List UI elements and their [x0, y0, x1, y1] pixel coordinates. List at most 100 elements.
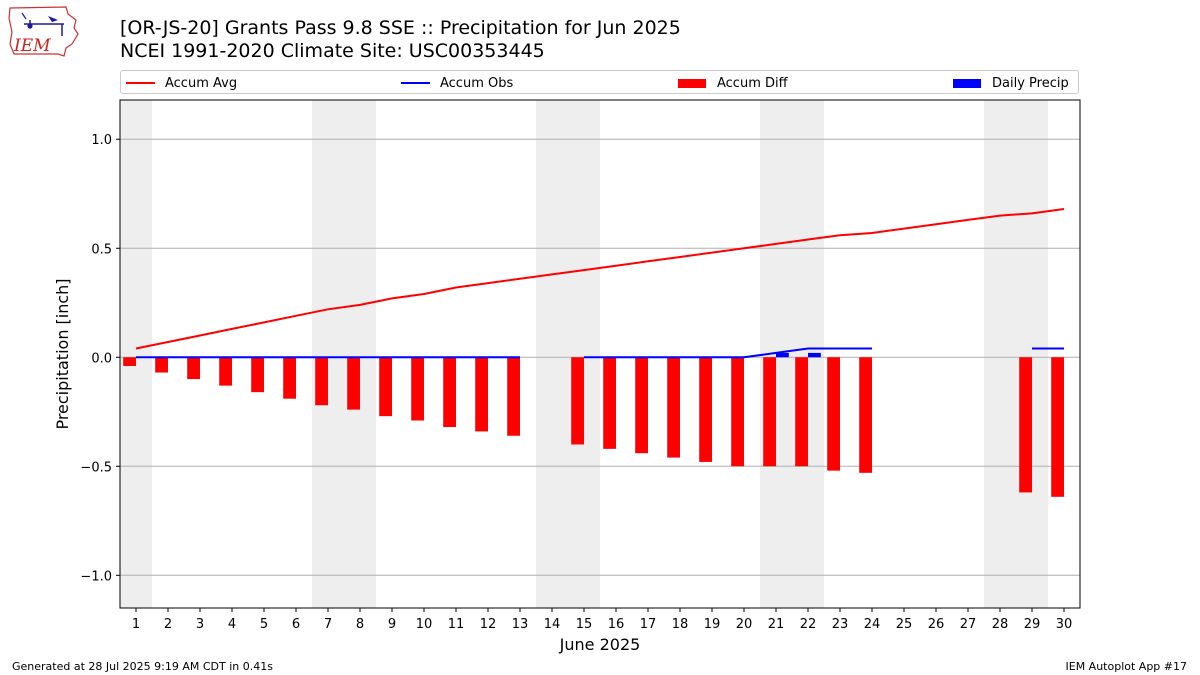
accum-diff-bar [827, 357, 840, 471]
x-tick-label: 5 [260, 617, 268, 632]
x-tick-label: 8 [356, 617, 364, 632]
accum-diff-bar [731, 357, 744, 467]
accum-diff-bar [283, 357, 296, 399]
x-tick-label: 11 [448, 617, 465, 632]
chart-subtitle: NCEI 1991-2020 Climate Site: USC00353445 [120, 40, 545, 62]
x-tick-label: 24 [864, 617, 881, 632]
chart-title: [OR-JS-20] Grants Pass 9.8 SSE :: Precip… [120, 17, 681, 39]
bar-series [123, 352, 1064, 497]
x-tick-label: 27 [960, 617, 977, 632]
x-tick-label: 29 [1024, 617, 1041, 632]
y-axis-ticks: 1.0 0.5 0.0 −0.5 −1.0 [80, 133, 120, 584]
accum-diff-bar [187, 357, 200, 380]
accum-diff-bar [123, 357, 136, 366]
x-tick-label: 9 [388, 617, 396, 632]
accum-diff-bar [219, 357, 232, 386]
legend-item-daily-precip: Daily Precip [953, 74, 1069, 92]
accum-avg-line [135, 208, 1065, 350]
accum-diff-bar [571, 357, 584, 445]
weekend-band [120, 100, 152, 608]
x-tick-label: 16 [608, 617, 625, 632]
x-tick-label: 15 [576, 617, 593, 632]
daily-precip-bar [776, 352, 789, 358]
accum-obs-line [584, 347, 872, 359]
legend-label-accum-diff: Accum Diff [717, 75, 788, 91]
accum-diff-bar [315, 357, 328, 406]
accum-diff-bar [443, 357, 456, 428]
x-tick-label: 7 [324, 617, 332, 632]
x-axis-ticks: 1 2 3 4 5 6 7 8 9 10 11 12 13 14 15 16 17 18 19 20 21 22 23 24 2… [132, 608, 1072, 632]
x-tick-label: 25 [896, 617, 913, 632]
accum-diff-bar [763, 357, 776, 467]
x-tick-label: 2 [164, 617, 172, 632]
weekend-band [568, 100, 600, 608]
weekend-band [984, 100, 1016, 608]
legend-item-accum-diff: Accum Diff [678, 74, 788, 92]
accum-diff-bar [635, 357, 648, 454]
y-axis-label: Precipitation [inch] [53, 278, 72, 429]
accum-diff-bar [379, 357, 392, 417]
accum-diff-bar [155, 357, 168, 373]
x-tick-label: 30 [1056, 617, 1073, 632]
x-tick-label: 10 [416, 617, 433, 632]
x-tick-label: 26 [928, 617, 945, 632]
x-tick-label: 3 [196, 617, 204, 632]
iem-logo: IEM [6, 4, 82, 64]
y-tick-label: 0.5 [91, 242, 112, 257]
legend-item-accum-obs: Accum Obs [401, 74, 513, 92]
x-tick-label: 23 [832, 617, 849, 632]
accum-diff-bar [859, 357, 872, 473]
y-tick-label: −1.0 [80, 569, 112, 584]
accum-diff-bar [475, 357, 488, 432]
x-tick-label: 6 [292, 617, 300, 632]
x-tick-label: 14 [544, 617, 561, 632]
accum-diff-bar [347, 357, 360, 410]
weekend-band [312, 100, 344, 608]
weekend-band [344, 100, 376, 608]
legend-label-daily-precip: Daily Precip [992, 75, 1069, 91]
legend-swatch-accum-obs [401, 82, 430, 84]
x-tick-label: 21 [768, 617, 785, 632]
legend-swatch-accum-avg [126, 82, 155, 84]
weekend-band [536, 100, 568, 608]
y-tick-label: 1.0 [91, 133, 112, 148]
x-tick-label: 13 [512, 617, 529, 632]
chart-legend: Accum Avg Accum Obs Accum Diff Daily Pre… [120, 70, 1079, 94]
x-tick-label: 19 [704, 617, 721, 632]
accum-diff-bar [795, 357, 808, 467]
line-series [135, 208, 1065, 359]
x-tick-label: 4 [228, 617, 236, 632]
footer-generated-text: Generated at 28 Jul 2025 9:19 AM CDT in … [12, 660, 273, 673]
x-tick-label: 22 [800, 617, 817, 632]
legend-label-accum-avg: Accum Avg [165, 75, 238, 91]
accum-diff-bar [667, 357, 680, 458]
footer-app-text: IEM Autoplot App #17 [1065, 660, 1188, 673]
x-tick-label: 18 [672, 617, 689, 632]
iem-iowa-map-logo-icon: IEM [8, 6, 79, 57]
legend-swatch-daily-precip [953, 78, 981, 88]
accum-diff-bar [1051, 357, 1064, 497]
accum-diff-bar [251, 357, 264, 393]
plot-frame [119, 99, 1081, 609]
y-tick-label: 0.0 [91, 351, 112, 366]
weekend-shading [120, 100, 1048, 608]
iem-logo-text: IEM [13, 36, 51, 56]
accum-diff-bar [699, 357, 712, 462]
y-tick-label: −0.5 [80, 460, 112, 475]
legend-item-accum-avg: Accum Avg [126, 74, 237, 92]
accum-diff-bar [603, 357, 616, 449]
x-axis-label: June 2025 [559, 635, 641, 654]
daily-precip-bar [808, 352, 821, 358]
legend-swatch-accum-diff [678, 78, 706, 88]
legend-label-accum-obs: Accum Obs [440, 75, 514, 91]
accum-diff-bar [507, 357, 520, 436]
x-tick-label: 20 [736, 617, 753, 632]
accum-diff-bar [411, 357, 424, 421]
x-tick-label: 1 [132, 617, 140, 632]
x-tick-label: 28 [992, 617, 1009, 632]
weekend-band [1016, 100, 1048, 608]
x-tick-label: 12 [480, 617, 497, 632]
accum-diff-bar [1019, 357, 1032, 493]
x-tick-label: 17 [640, 617, 657, 632]
